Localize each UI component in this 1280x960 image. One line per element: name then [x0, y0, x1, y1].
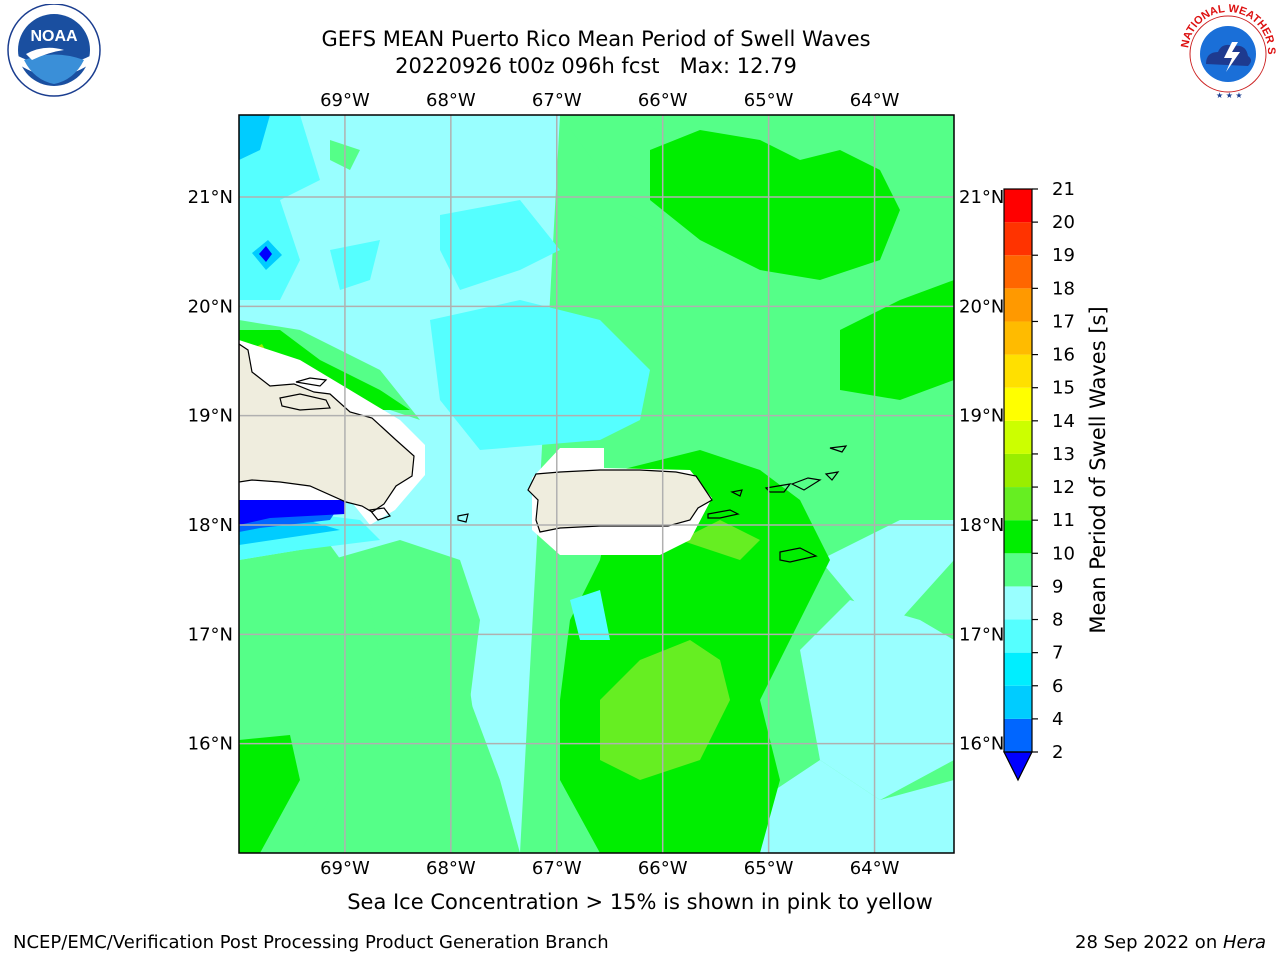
- lat-label-right: 21°N: [959, 187, 1004, 208]
- colorbar-tick-label: 16: [1052, 345, 1075, 366]
- footer-host: Hera: [1222, 932, 1266, 953]
- nws-logo: NATIONAL WEATHER SERVICE ★ ★ ★: [1176, 2, 1277, 100]
- colorbar-tick-label: 9: [1052, 576, 1063, 597]
- colorbar-tick-label: 2: [1052, 742, 1063, 763]
- colorbar-segment: [1004, 586, 1032, 620]
- lon-label-top: 67°W: [532, 90, 582, 111]
- colorbar-segment: [1004, 420, 1032, 454]
- colorbar-tick-label: 17: [1052, 311, 1075, 332]
- lat-label-left: 21°N: [188, 187, 233, 208]
- footer-date-text: 28 Sep 2022 on: [1075, 932, 1223, 953]
- colorbar-segment: [1004, 553, 1032, 587]
- colorbar-segment: [1004, 354, 1032, 388]
- swell-period-field: [239, 115, 954, 853]
- colorbar-segment: [1004, 718, 1032, 752]
- lon-label-top: 66°W: [638, 90, 688, 111]
- colorbar-segment: [1004, 453, 1032, 488]
- lat-label-left: 18°N: [188, 515, 233, 536]
- colorbar-tick-label: 12: [1052, 477, 1075, 498]
- sea-ice-caption: Sea Ice Concentration > 15% is shown in …: [347, 890, 933, 914]
- lon-label-bottom: 68°W: [426, 858, 476, 879]
- lon-label-top: 65°W: [744, 90, 794, 111]
- lat-label-right: 20°N: [959, 296, 1004, 317]
- colorbar-tick-label: 11: [1052, 510, 1075, 531]
- colorbar-segment: [1004, 652, 1032, 686]
- map-frame: [238, 114, 955, 854]
- colorbar-segment: [1004, 189, 1032, 223]
- colorbar-tick-label: 20: [1052, 212, 1075, 233]
- colorbar-segment: [1004, 387, 1032, 421]
- colorbar-tick-label: 8: [1052, 610, 1063, 631]
- colorbar-tick-label: 15: [1052, 378, 1075, 399]
- colorbar-segment: [1004, 222, 1032, 256]
- colorbar-label: Mean Period of Swell Waves [s]: [1086, 306, 1110, 633]
- lat-label-left: 17°N: [188, 624, 233, 645]
- chart-title-line2: 20220926 t00z 096h fcst Max: 12.79: [395, 54, 797, 78]
- colorbar-tick-label: 13: [1052, 444, 1075, 465]
- lon-label-top: 64°W: [850, 90, 900, 111]
- lat-label-right: 17°N: [959, 624, 1004, 645]
- colorbar: 2 4 6 7 8 9 10 11 12 13 14 15 16 17 18 19 20 21: [1003, 179, 1075, 782]
- lat-label-right: 16°N: [959, 734, 1004, 755]
- lon-label-bottom: 69°W: [320, 858, 370, 879]
- colorbar-segment: [1004, 487, 1032, 521]
- colorbar-segment: [1004, 288, 1032, 322]
- noaa-logo: NOAA: [7, 4, 101, 97]
- colorbar-segment: [1004, 685, 1032, 719]
- lon-label-top: 68°W: [426, 90, 476, 111]
- colorbar-frame: [1003, 188, 1033, 753]
- colorbar-tick-label: 4: [1052, 709, 1063, 730]
- lat-label-right: 18°N: [959, 515, 1004, 536]
- colorbar-extend-arrow: [1003, 751, 1033, 782]
- colorbar-tick-label: 7: [1052, 643, 1063, 664]
- noaa-logo-text: NOAA: [30, 28, 78, 45]
- colorbar-segment: [1004, 255, 1032, 289]
- colorbar-tick-label: 18: [1052, 278, 1075, 299]
- colorbar-segment: [1004, 520, 1032, 554]
- svg-text:★ ★ ★: ★ ★ ★: [1216, 91, 1243, 100]
- graticule: [239, 115, 954, 853]
- lon-label-top: 69°W: [320, 90, 370, 111]
- chart-title-line1: GEFS MEAN Puerto Rico Mean Period of Swe…: [321, 27, 871, 51]
- lon-label-bottom: 64°W: [850, 858, 900, 879]
- colorbar-segment: [1004, 619, 1032, 653]
- axis-labels: 69°W 69°W 68°W 68°W 67°W 67°W 66°W 66°W 65°W 65°W…: [188, 90, 1005, 879]
- lat-label-left: 20°N: [188, 296, 233, 317]
- colorbar-tick-label: 6: [1052, 676, 1063, 697]
- lat-label-left: 16°N: [188, 734, 233, 755]
- lat-label-right: 19°N: [959, 406, 1004, 427]
- footer-date: 28 Sep 2022 on Hera: [1075, 932, 1266, 953]
- colorbar-tick-label: 21: [1052, 179, 1075, 200]
- colorbar-tick-label: 19: [1052, 245, 1075, 266]
- colorbar-segment: [1004, 321, 1032, 355]
- lon-label-bottom: 67°W: [532, 858, 582, 879]
- lon-label-bottom: 65°W: [744, 858, 794, 879]
- colorbar-tick-label: 14: [1052, 411, 1075, 432]
- lon-label-bottom: 66°W: [638, 858, 688, 879]
- colorbar-tick-label: 10: [1052, 543, 1075, 564]
- footer-branch: NCEP/EMC/Verification Post Processing Pr…: [13, 932, 609, 953]
- lat-label-left: 19°N: [188, 406, 233, 427]
